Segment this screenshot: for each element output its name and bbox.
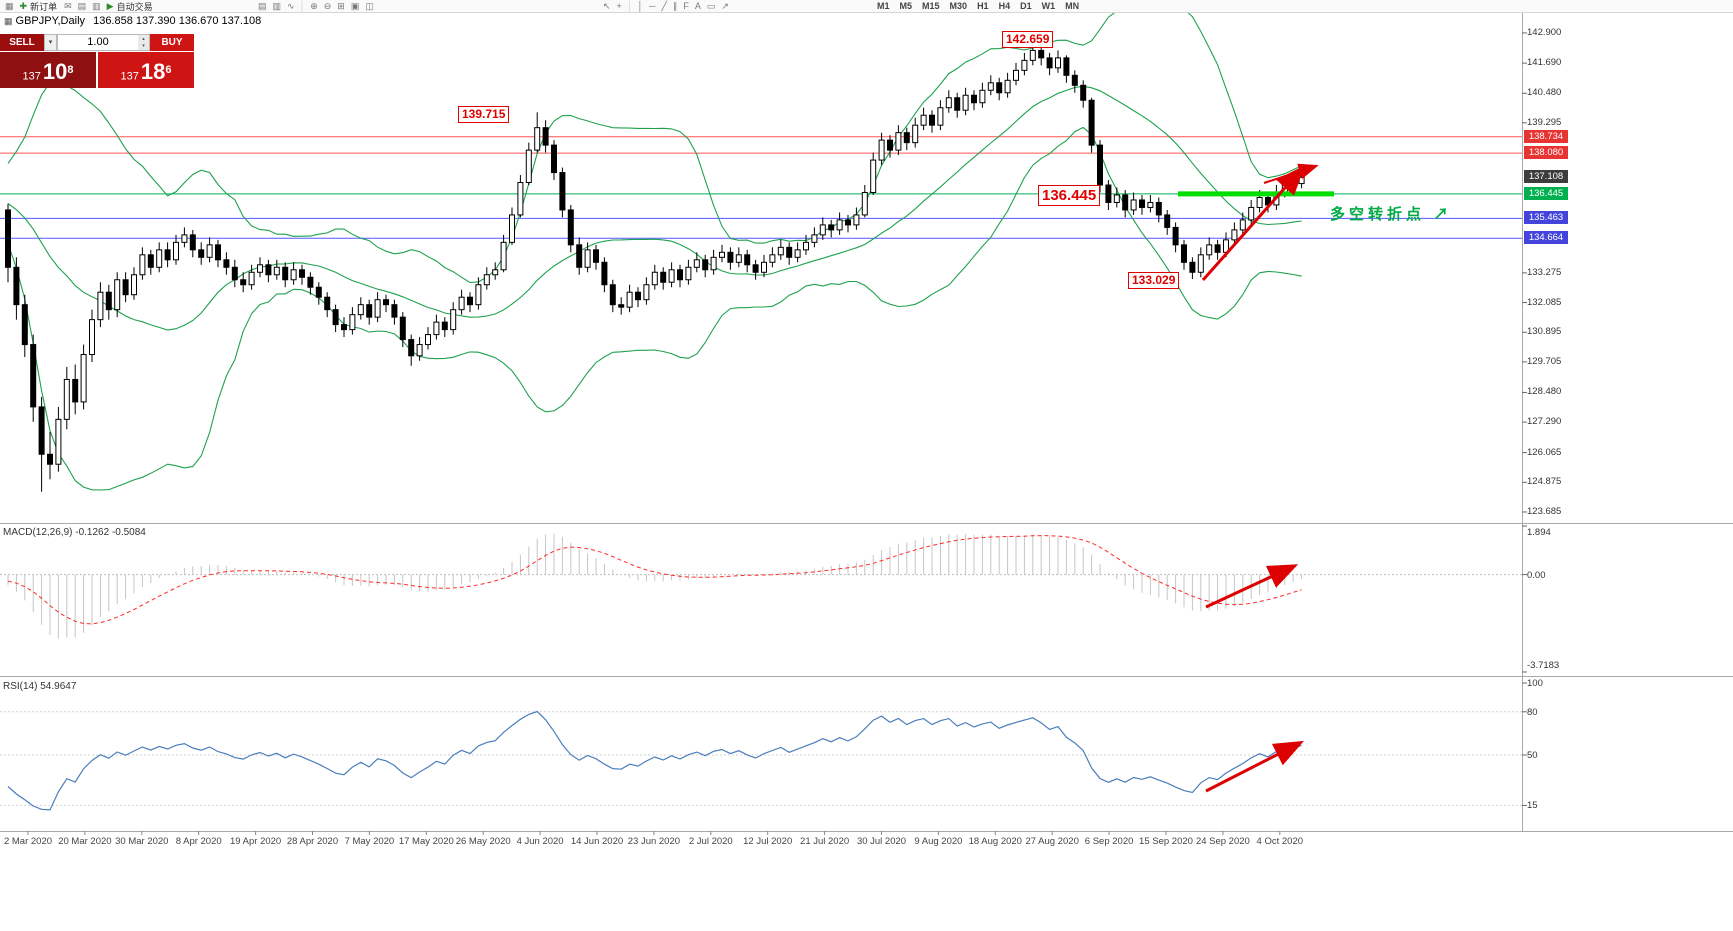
trend-arrow[interactable]: [1205, 740, 1305, 793]
volume-stepper[interactable]: ▴ ▾: [138, 35, 149, 50]
vertical-line-tool-icon[interactable]: │: [637, 1, 644, 11]
line-chart-icon[interactable]: ∿: [287, 0, 295, 11]
toolbar-separator: │: [626, 1, 633, 11]
buy-price-int: 137: [120, 70, 139, 83]
order-type-dropdown[interactable]: ▾: [44, 34, 57, 51]
arrow-tool-icon[interactable]: ↗: [721, 0, 729, 11]
tile-windows-icon[interactable]: ⊞: [337, 0, 345, 11]
trend-arrow[interactable]: [1205, 564, 1299, 609]
new-order-button[interactable]: 新订单: [30, 1, 58, 12]
auto-scroll-icon[interactable]: ▣: [350, 0, 360, 11]
timeframe-MN[interactable]: MN: [1065, 1, 1080, 11]
volume-input[interactable]: 1.00: [87, 36, 109, 48]
text-tool-icon[interactable]: A: [694, 1, 701, 11]
channel-tool-icon[interactable]: ∥: [672, 0, 678, 11]
mail-icon[interactable]: ✉: [64, 0, 72, 11]
bollinger-bands: [7, 12, 1302, 491]
one-click-trading-panel: SELL ▾ 1.00 ▴ ▾ BUY 137108 137186: [0, 34, 194, 88]
timeframe-W1[interactable]: W1: [1041, 1, 1056, 11]
rsi-label: RSI(14) 54.9647: [3, 681, 77, 692]
rsi-indicator: [0, 710, 1522, 811]
sell-price-pips: 10: [42, 59, 68, 85]
toolbar-left-group: ▦ ✚ 新订单 ✉ ▤ ▥ ▶ 自动交易: [2, 0, 157, 12]
timeframe-M5[interactable]: M5: [899, 1, 913, 11]
timeframe-M1[interactable]: M1: [877, 1, 890, 11]
crosshair-icon[interactable]: +: [616, 1, 622, 11]
timeframe-H1[interactable]: H1: [977, 1, 989, 11]
autotrade-button[interactable]: 自动交易: [116, 1, 153, 12]
trend-arrow[interactable]: [1201, 165, 1305, 281]
chart-shift-icon[interactable]: ◫: [365, 0, 374, 11]
symbol-timeframe-label: GBPJPY,Daily: [15, 15, 86, 27]
ohlc-values: 136.858 137.390 136.670 137.108: [93, 15, 262, 27]
buy-button[interactable]: BUY: [150, 34, 194, 51]
chevron-down-icon: ▾: [142, 42, 145, 49]
cursor-icon[interactable]: ↖: [603, 0, 611, 11]
timeframe-H4[interactable]: H4: [998, 1, 1011, 11]
market-watch-icon[interactable]: ▤: [77, 0, 87, 11]
macd-indicator: [0, 533, 1522, 639]
zoom-out-icon[interactable]: ⊖: [323, 0, 332, 11]
timeframe-D1[interactable]: D1: [1020, 1, 1032, 11]
toolbar-chart-group: ▤ ▥ ∿ │ ⊕ ⊖ ⊞ ▣ ◫: [255, 0, 377, 12]
sell-price-display[interactable]: 137108: [0, 52, 96, 88]
horizontal-lines[interactable]: [0, 136, 1522, 239]
macd-label: MACD(12,26,9) -0.1262 -0.5084: [3, 527, 146, 538]
bar-chart-icon[interactable]: ▤: [258, 0, 267, 11]
chart-title: ▦ GBPJPY,Daily 136.858 137.390 136.670 13…: [4, 15, 261, 27]
plus-icon: ✚: [19, 0, 28, 11]
trendline-tool-icon[interactable]: ╱: [661, 0, 667, 11]
candles: [5, 38, 1305, 492]
volume-field: 1.00 ▴ ▾: [57, 34, 150, 51]
fibonacci-tool-icon[interactable]: F: [683, 1, 689, 11]
play-icon: ▶: [106, 0, 114, 11]
navigator-icon[interactable]: ▥: [92, 0, 101, 11]
buy-price-sup: 6: [165, 64, 172, 76]
sell-button[interactable]: SELL: [0, 34, 44, 51]
chart-symbol-icon: ▦: [4, 16, 13, 26]
timeframe-group: M1 M5 M15 M30 H1 H4 D1 W1 MN: [872, 0, 1084, 12]
horizontal-line-tool-icon[interactable]: ─: [649, 1, 656, 11]
chevron-down-icon: ▾: [48, 39, 53, 46]
candlestick-chart-icon[interactable]: ▥: [272, 0, 282, 11]
buy-price-display[interactable]: 137186: [98, 52, 194, 88]
timeframe-M30[interactable]: M30: [949, 1, 968, 11]
shapes-tool-icon[interactable]: ▭: [706, 0, 716, 11]
chevron-up-icon: ▴: [142, 35, 145, 42]
sell-price-int: 137: [22, 70, 41, 83]
trend-arrow[interactable]: [1263, 163, 1319, 184]
toolbar: ▦ ✚ 新订单 ✉ ▤ ▥ ▶ 自动交易 ▤ ▥ ∿ │ ⊕ ⊖ ⊞ ▣ ◫ ↖…: [0, 0, 1733, 13]
toolbar-tools-group: ↖ + │ │ ─ ╱ ∥ F A ▭ ↗: [600, 0, 732, 12]
zoom-in-icon[interactable]: ⊕: [310, 0, 318, 11]
chart-window-icon[interactable]: ▦: [5, 0, 14, 11]
timeframe-M15[interactable]: M15: [922, 1, 940, 11]
buy-price-pips: 18: [140, 59, 166, 85]
sell-price-sup: 8: [67, 64, 74, 76]
toolbar-separator: │: [299, 1, 306, 11]
